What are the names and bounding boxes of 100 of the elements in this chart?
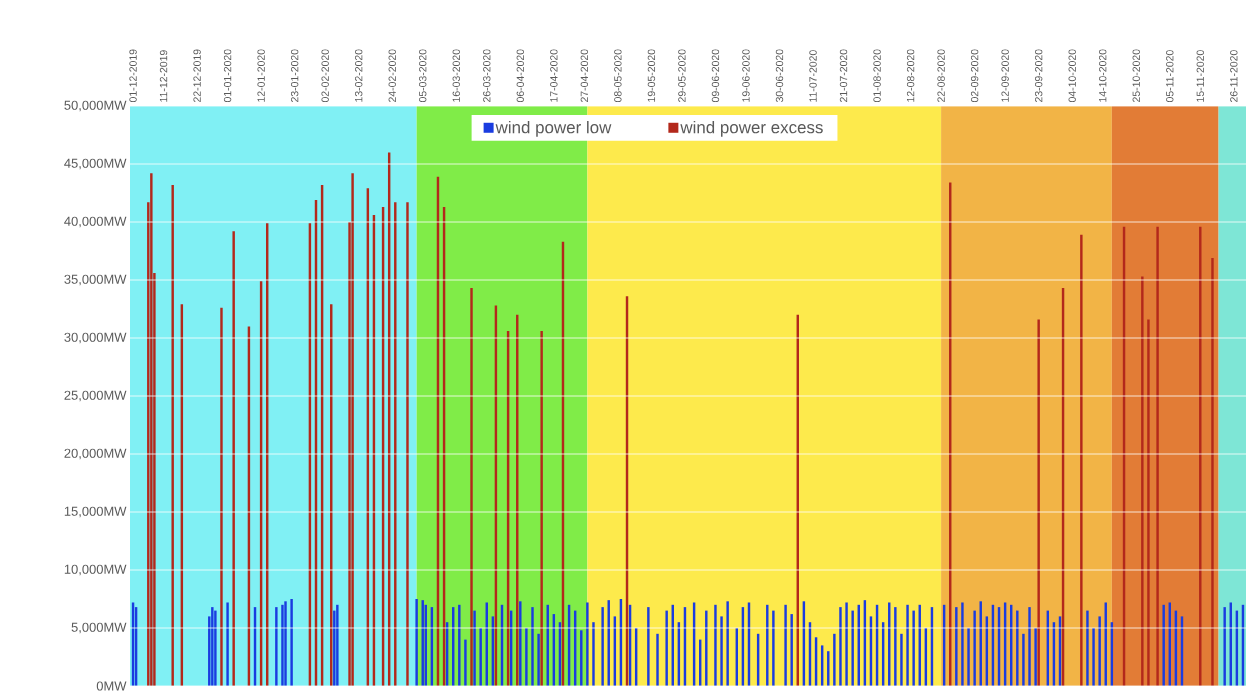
bar [705, 610, 708, 686]
y-tick-label: 40,000MW [64, 216, 127, 228]
bar [647, 607, 650, 686]
y-tick-label: 35,000MW [64, 274, 127, 286]
bar [845, 602, 848, 686]
x-tick-label: 23-01-2020 [290, 49, 299, 102]
bar [1223, 607, 1226, 686]
x-tick-label: 12-08-2020 [906, 49, 915, 102]
x-tick-label: 24-02-2020 [388, 49, 396, 102]
bar [592, 622, 595, 686]
bar [1028, 607, 1031, 686]
bar [275, 607, 278, 686]
bar [586, 602, 589, 686]
x-tick-label: 15-11-2020 [1196, 50, 1204, 102]
bar [1098, 616, 1101, 686]
bar [232, 231, 235, 686]
bar [900, 633, 903, 686]
x-tick-label: 11-12-2019 [159, 50, 168, 102]
bar [470, 288, 473, 686]
x-tick-label: 16-03-2020 [452, 49, 460, 102]
x-tick-label: 01-01-2020 [223, 49, 232, 103]
y-tick-label: 20,000MW [64, 448, 127, 460]
y-tick-label: 10,000MW [64, 564, 127, 576]
x-tick-label: 02-09-2020 [970, 49, 979, 103]
bar [833, 633, 836, 686]
bar [720, 616, 723, 686]
bar [220, 307, 223, 686]
x-tick-label: 19-06-2020 [742, 49, 750, 102]
bar [540, 331, 543, 686]
bar [464, 639, 467, 686]
bar [580, 630, 583, 686]
bar [1162, 604, 1165, 686]
bar [851, 610, 854, 686]
bar [656, 633, 659, 686]
x-tick-label: 21-07-2020 [839, 49, 848, 102]
x-tick-label: 13-02-2020 [355, 49, 363, 102]
x-tick-label: 29-05-2020 [678, 49, 686, 102]
bar [458, 604, 461, 686]
bar [1156, 226, 1159, 686]
x-tick-label: 04-10-2020 [1068, 49, 1076, 103]
x-tick-label: 01-12-2019 [129, 49, 137, 103]
y-tick-label: 50,000MW [64, 100, 127, 112]
bar [1022, 633, 1025, 686]
x-tick-label: 26-11-2020 [1230, 50, 1238, 102]
bar [473, 610, 476, 686]
bar [1211, 257, 1214, 686]
bar [1037, 319, 1040, 686]
bar [1080, 234, 1083, 686]
x-tick-label: 01-08-2020 [873, 49, 881, 103]
bar [1034, 628, 1037, 686]
x-tick-label: 19-05-2020 [647, 49, 656, 102]
y-tick-label: 0MW [96, 681, 127, 691]
bar [766, 604, 769, 686]
bar [912, 610, 915, 686]
y-tick-label: 30,000MW [64, 332, 127, 344]
bar [531, 607, 534, 686]
bar [171, 184, 174, 686]
bar [284, 601, 287, 686]
bar [784, 604, 787, 686]
y-tick-label: 15,000MW [64, 506, 127, 518]
bar [714, 604, 717, 686]
x-tick-label: 26-03-2020 [483, 49, 491, 102]
bar [214, 610, 217, 686]
bar [973, 610, 976, 686]
bar [1141, 276, 1144, 686]
y-tick-label: 25,000MW [64, 390, 127, 402]
bar [406, 202, 409, 686]
bar [726, 601, 729, 686]
bar [1147, 319, 1150, 686]
bar [336, 604, 339, 686]
bar [955, 607, 958, 686]
bar [211, 607, 214, 686]
x-tick-label: 27-04-2020 [580, 49, 589, 102]
bar [1086, 610, 1089, 686]
x-tick-label: 22-12-2019 [193, 49, 201, 102]
x-tick-label: 17-04-2020 [550, 49, 558, 102]
bar [961, 602, 964, 686]
x-tick-label: 05-11-2020 [1166, 50, 1174, 103]
x-tick-label: 06-04-2020 [516, 49, 525, 103]
x-tick-label: 08-05-2020 [614, 49, 622, 103]
bar [415, 599, 418, 686]
bar [1016, 610, 1019, 686]
bar [967, 628, 970, 686]
legend-label: wind power low [495, 120, 612, 137]
bar [479, 628, 482, 686]
bar [894, 607, 897, 686]
bar [906, 604, 909, 686]
bar [290, 599, 293, 686]
x-tick-label: 14-10-2020 [1099, 49, 1107, 102]
bar [1092, 628, 1095, 686]
bar [772, 610, 775, 686]
bar [537, 633, 540, 686]
x-tick-label: 22-08-2020 [937, 49, 945, 102]
bar [601, 607, 604, 686]
bar [351, 173, 354, 686]
bar [525, 628, 528, 686]
legend-label: wind power excess [680, 120, 823, 137]
bar [281, 604, 284, 686]
bar [150, 173, 153, 686]
x-tick-label: 12-01-2020 [257, 49, 265, 102]
